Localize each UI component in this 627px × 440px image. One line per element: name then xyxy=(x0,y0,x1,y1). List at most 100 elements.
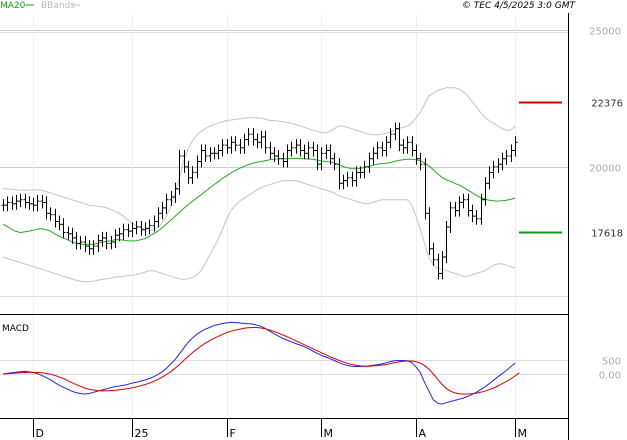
ohlc-bar xyxy=(289,141,294,157)
ohlc-bar xyxy=(358,166,363,179)
signal-line xyxy=(2,327,520,395)
ohlc-bar xyxy=(315,144,320,171)
ohlc-bar xyxy=(431,242,436,266)
x-tick-label: A xyxy=(419,427,427,440)
support-level-label: 17618 xyxy=(591,229,623,240)
ohlc-bar xyxy=(509,144,514,162)
ohlc-bar xyxy=(66,226,71,240)
ohlc-bar xyxy=(388,128,393,149)
ohlc-bar xyxy=(61,218,66,239)
ohlc-bar xyxy=(384,136,389,157)
ohlc-bars xyxy=(1,122,518,280)
ohlc-bar xyxy=(70,227,75,244)
ohlc-bar xyxy=(130,222,135,238)
ohlc-bar xyxy=(418,152,423,171)
chart-legend: MA20 BBands xyxy=(0,1,80,11)
ohlc-bar xyxy=(27,196,32,210)
price-y-tick-label: 20000 xyxy=(589,164,621,175)
ohlc-bar xyxy=(268,141,273,160)
bollinger-lower-band xyxy=(2,180,516,283)
ohlc-bar xyxy=(143,222,148,236)
price-y-tick-label: 25000 xyxy=(589,27,621,38)
ohlc-bar xyxy=(117,227,122,242)
ohlc-bar xyxy=(466,193,471,217)
ohlc-bar xyxy=(337,158,342,190)
ohlc-bar xyxy=(272,147,277,162)
ohlc-bar xyxy=(423,158,428,220)
ohlc-bar xyxy=(281,152,286,168)
ohlc-bar xyxy=(345,171,350,187)
ohlc-bar xyxy=(302,144,307,160)
ma20-legend-label: MA20 xyxy=(0,1,26,11)
ohlc-bar xyxy=(263,130,268,154)
ohlc-bar xyxy=(500,152,505,171)
ohlc-bar xyxy=(453,201,458,217)
ohlc-bar xyxy=(57,215,62,231)
ohlc-bar xyxy=(350,171,355,187)
ohlc-bar xyxy=(474,210,479,225)
ohlc-bar xyxy=(147,219,152,235)
ohlc-bar xyxy=(164,193,169,214)
ohlc-bar xyxy=(259,130,264,149)
ohlc-bar xyxy=(311,141,316,157)
ohlc-bar xyxy=(341,174,346,190)
ohlc-bar xyxy=(87,240,92,255)
ohlc-bar xyxy=(242,133,247,154)
ohlc-bar xyxy=(414,144,419,165)
ohlc-bar xyxy=(496,158,501,173)
ohlc-bar xyxy=(457,196,462,217)
ohlc-bar xyxy=(23,193,28,209)
ohlc-bar xyxy=(324,144,329,160)
ohlc-bar xyxy=(177,150,182,195)
ohlc-bar xyxy=(74,231,79,250)
ohlc-bar xyxy=(109,236,114,250)
bollinger-upper-band xyxy=(3,87,516,231)
ohlc-bar xyxy=(255,133,260,149)
ohlc-bar xyxy=(169,191,174,206)
ohlc-bar xyxy=(362,160,367,179)
ohlc-bar xyxy=(53,208,58,228)
ohlc-bar xyxy=(134,221,139,235)
ohlc-bar xyxy=(156,207,161,228)
ohlc-bar xyxy=(276,150,281,165)
ohlc-bar xyxy=(96,234,101,253)
ohlc-bar xyxy=(5,196,10,212)
ohlc-bar xyxy=(470,204,475,223)
ohlc-bar xyxy=(393,122,398,141)
ohlc-bar xyxy=(504,150,509,165)
ohlc-bar xyxy=(208,147,213,162)
ohlc-bar xyxy=(367,152,372,173)
ohlc-bar xyxy=(306,141,311,160)
ohlc-bar xyxy=(246,128,251,146)
ohlc-bar xyxy=(182,150,187,173)
ohlc-bar xyxy=(238,139,243,154)
price-panel: 25000 20000 22376 17618 xyxy=(0,14,623,417)
ohlc-bar xyxy=(444,221,449,263)
ohlc-bar xyxy=(139,221,144,236)
x-tick-label: F xyxy=(230,427,236,440)
ohlc-bar xyxy=(195,155,200,179)
ohlc-bar xyxy=(40,195,45,209)
macd-line xyxy=(2,321,516,405)
ohlc-bar xyxy=(397,122,402,152)
ohlc-bar xyxy=(513,136,518,157)
ohlc-bar xyxy=(203,144,208,162)
ohlc-bar xyxy=(18,193,23,208)
ohlc-bar xyxy=(483,177,488,206)
price-y-axis: 25000 20000 xyxy=(589,27,621,175)
ohlc-bar xyxy=(233,136,238,152)
ohlc-bar xyxy=(220,139,225,157)
ohlc-bar xyxy=(375,141,380,160)
ohlc-bar xyxy=(100,231,105,247)
ohlc-bar xyxy=(401,139,406,154)
ohlc-bar xyxy=(354,166,359,187)
ohlc-bar xyxy=(479,193,484,225)
ohlc-bar xyxy=(10,196,15,210)
ohlc-bar xyxy=(1,199,6,212)
ohlc-bar xyxy=(487,166,492,190)
ohlc-bar xyxy=(491,160,496,179)
ohlc-bar xyxy=(285,144,290,168)
ohlc-bar xyxy=(199,144,204,168)
ohlc-bar xyxy=(212,147,217,160)
